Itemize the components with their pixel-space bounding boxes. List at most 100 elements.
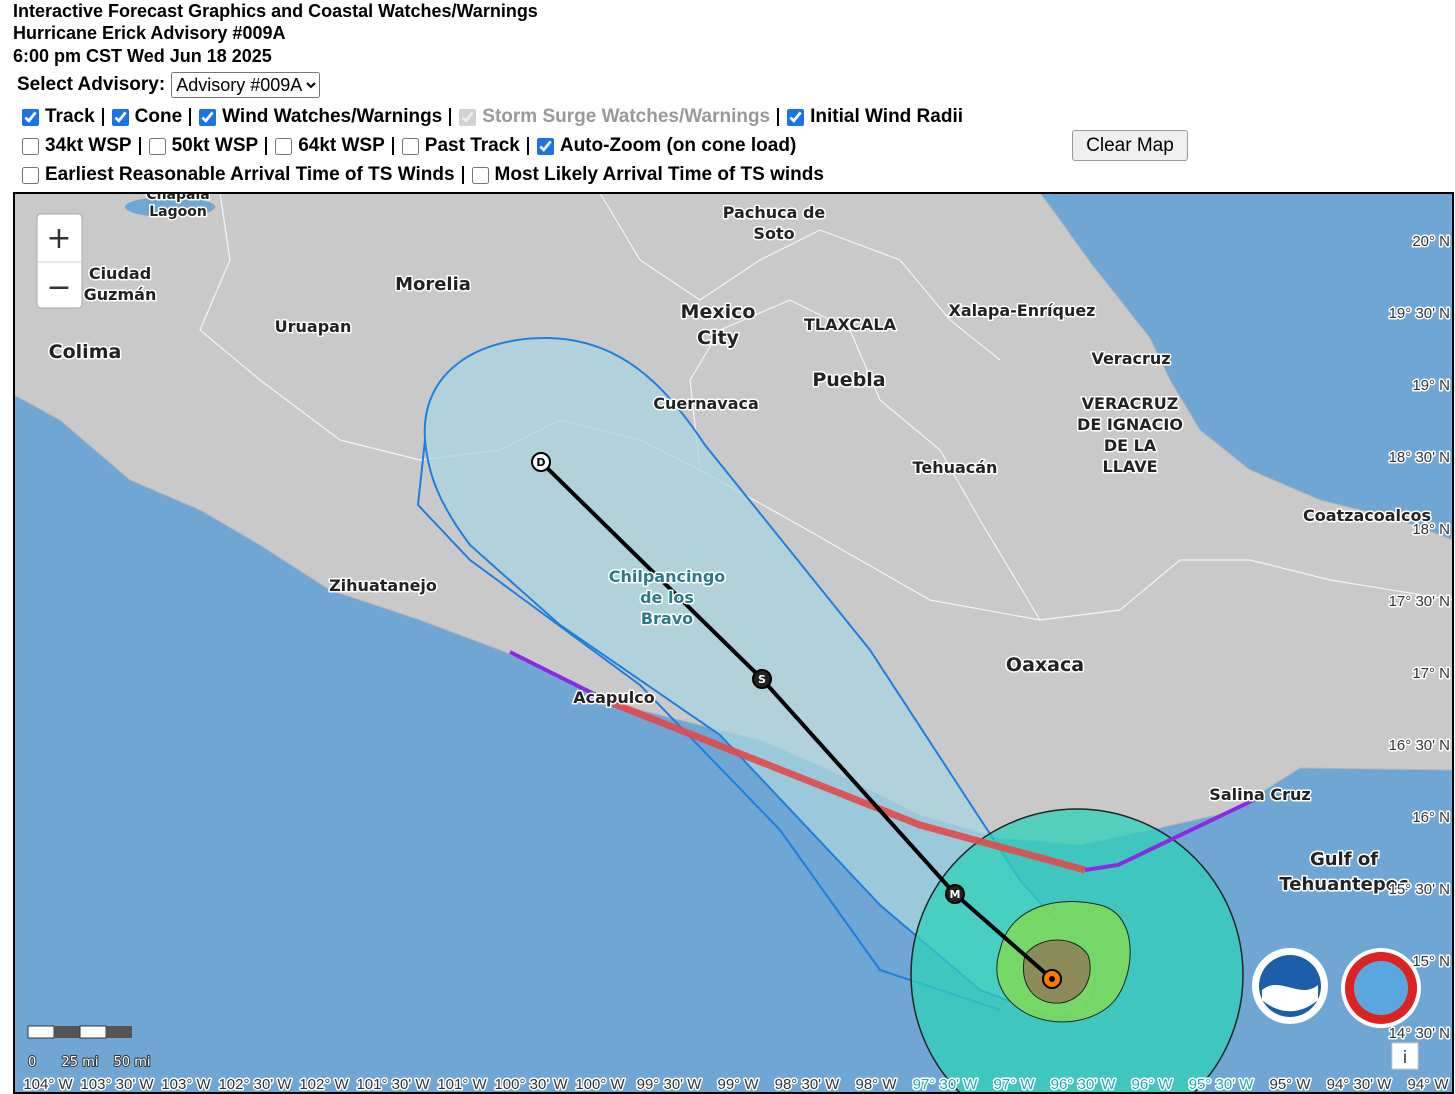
layer-label[interactable]: Auto-Zoom (on cone load) [559,135,797,156]
advisory-dropdown[interactable]: Advisory #009A [171,72,321,98]
layer-checkbox[interactable] [22,166,39,184]
track-point [945,884,965,904]
separator [461,166,464,184]
layer-checkbox[interactable] [148,137,166,155]
latitude-label: 17° N [1412,665,1450,682]
longitude-label: 96° W [1131,1076,1173,1093]
place-label: VERACRUZ [1082,394,1179,413]
select-label: Select Advisory: [17,74,166,95]
info-box[interactable] [1391,1042,1419,1070]
longitude-label: 100° 30' W [494,1076,568,1093]
latitude-label: 16° N [1412,809,1450,826]
longitude-label: 94° 30' W [1327,1076,1393,1093]
longitude-label: 101° 30' W [356,1076,430,1093]
layer-label[interactable]: Initial Wind Radii [810,106,964,127]
layer-checkbox[interactable] [22,108,39,126]
layer-label[interactable]: Storm Surge Watches/Warnings [482,106,771,127]
place-label: Oaxaca [1006,654,1084,676]
zoom-in[interactable]: + [46,221,71,256]
place-label: Pachuca de [723,203,826,222]
layer-label[interactable]: 34kt WSP [45,135,132,156]
latitude-label: 17° 30' N [1389,593,1450,610]
longitude-label: 102° 30' W [218,1076,292,1093]
place-label: Coatzacoalcos [1303,506,1431,525]
layer-checkbox[interactable] [275,137,293,155]
place-label: Tehuantepec [1279,874,1408,895]
layer-checkbox[interactable] [111,108,129,126]
longitude-label: 100° W [575,1076,625,1093]
place-label: City [697,327,740,349]
scale-label: 50 mi [114,1055,151,1070]
layer-label[interactable]: Past Track [424,135,520,156]
layer-row: 34kt WSP 50kt WSP 64kt WSP Past Track Auto-Z… [22,135,796,157]
zoom-control [36,213,83,309]
track-point-label: S [758,673,766,686]
layer-checkbox[interactable] [787,108,805,126]
latitude-label: 19° 30' N [1389,305,1450,322]
longitude-label: 103° 30' W [80,1076,154,1093]
layer-label[interactable]: 50kt WSP [171,135,259,156]
layer-label[interactable]: Most Likely Arrival Time of TS winds [494,164,824,185]
place-label: Veracruz [1091,349,1170,368]
layer-label[interactable]: Earliest Reasonable Arrival Time of TS W… [45,164,455,185]
place-label: Colima [49,341,122,363]
separator [777,108,780,126]
layer-label[interactable]: Wind Watches/Warnings [222,106,443,127]
longitude-label: 101° W [437,1076,487,1093]
separator [449,108,452,126]
place-label: Soto [753,224,794,243]
layer-label[interactable]: Track [45,106,95,127]
separator [101,108,104,126]
track-point [531,452,551,472]
place-label: Xalapa-Enríquez [948,301,1095,320]
latitude-label: 16° 30' N [1389,737,1450,754]
longitude-label: 96° 30' W [1051,1076,1117,1093]
longitude-label: 95° 30' W [1189,1076,1255,1093]
zoom-out[interactable]: − [46,270,71,305]
place-label: Bravo [641,609,693,628]
advisory-name: Hurricane Erick Advisory #009A [13,23,286,43]
separator [526,137,529,155]
longitude-label: 104° W [23,1076,73,1093]
longitude-label: 99° 30' W [637,1076,703,1093]
place-label: Gulf of [1310,849,1378,870]
longitude-label: 95° W [1269,1076,1311,1093]
separator [265,137,268,155]
layer-checkbox[interactable] [471,166,489,184]
longitude-label: 97° W [993,1076,1035,1093]
clear-map-button[interactable]: Clear Map [1072,130,1188,161]
ts-warning [1084,795,1261,872]
layer-checkbox[interactable] [22,137,39,155]
hurricane-warning [610,699,1086,874]
layer-label[interactable]: 64kt WSP [298,135,385,156]
separator [391,137,394,155]
place-label: Acapulco [573,688,654,707]
place-label: Salina Cruz [1209,785,1310,804]
latitude-label: 14° 30' N [1389,1025,1450,1042]
track-point [752,669,772,689]
layer-checkbox[interactable] [401,137,419,155]
layer-checkbox[interactable] [536,137,554,155]
latitude-label: 15° 30' N [1389,881,1450,898]
info-icon[interactable]: i [1403,1048,1408,1068]
layer-checkbox[interactable] [199,108,217,126]
latitude-label: 15° N [1412,953,1450,970]
advisory-time: 6:00 pm CST Wed Jun 18 2025 [13,46,272,66]
place-label: Zihuatanejo [329,576,437,595]
layer-checkbox [459,108,477,126]
place-label: Cuernavaca [653,394,759,413]
layer-row: Earliest Reasonable Arrival Time of TS W… [22,164,824,186]
scale-label: 0 [28,1055,36,1070]
separator [189,108,192,126]
place-label: DE IGNACIO [1077,415,1183,434]
place-label: Tehuacán [913,458,998,477]
place-label: Chapala [146,192,209,203]
layer-label[interactable]: Cone [134,106,183,127]
latitude-label: 18° 30' N [1389,449,1450,466]
longitude-label: 94° W [1407,1076,1449,1093]
cone-outline [416,439,1001,1011]
place-label: Lagoon [149,204,207,220]
place-label: DE LA [1104,436,1157,455]
track-point-label: M [950,888,961,901]
